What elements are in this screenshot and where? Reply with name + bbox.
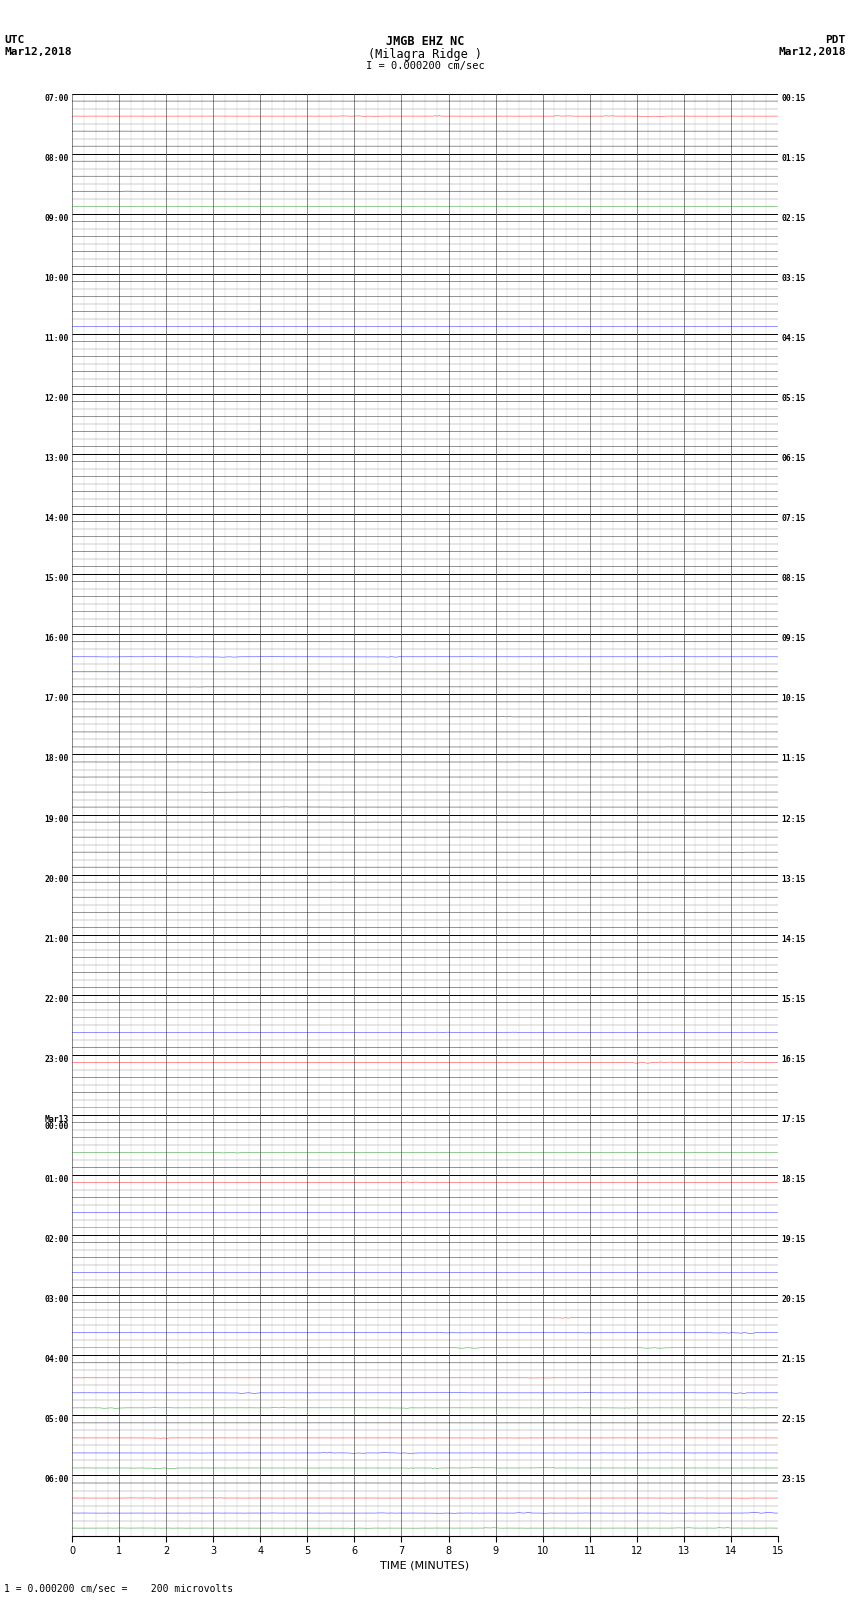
Text: 06:15: 06:15 (781, 455, 806, 463)
Text: Mar13: Mar13 (44, 1115, 69, 1124)
Text: 18:00: 18:00 (44, 755, 69, 763)
Text: 09:00: 09:00 (44, 215, 69, 223)
Text: 03:15: 03:15 (781, 274, 806, 282)
X-axis label: TIME (MINUTES): TIME (MINUTES) (381, 1560, 469, 1569)
Text: 13:00: 13:00 (44, 455, 69, 463)
Text: 13:15: 13:15 (781, 874, 806, 884)
Text: 09:15: 09:15 (781, 634, 806, 644)
Text: 07:15: 07:15 (781, 515, 806, 523)
Text: 10:00: 10:00 (44, 274, 69, 282)
Text: 01:00: 01:00 (44, 1174, 69, 1184)
Text: Mar12,2018: Mar12,2018 (4, 47, 71, 56)
Text: 22:00: 22:00 (44, 995, 69, 1003)
Text: 15:00: 15:00 (44, 574, 69, 584)
Text: 21:15: 21:15 (781, 1355, 806, 1365)
Text: 04:15: 04:15 (781, 334, 806, 344)
Text: I = 0.000200 cm/sec: I = 0.000200 cm/sec (366, 61, 484, 71)
Text: 02:00: 02:00 (44, 1236, 69, 1244)
Text: JMGB EHZ NC: JMGB EHZ NC (386, 35, 464, 48)
Text: 00:00: 00:00 (44, 1123, 69, 1131)
Text: 05:15: 05:15 (781, 394, 806, 403)
Text: 19:15: 19:15 (781, 1236, 806, 1244)
Text: 05:00: 05:00 (44, 1416, 69, 1424)
Text: 04:00: 04:00 (44, 1355, 69, 1365)
Text: 12:15: 12:15 (781, 815, 806, 824)
Text: 23:15: 23:15 (781, 1476, 806, 1484)
Text: PDT: PDT (825, 35, 846, 45)
Text: 02:15: 02:15 (781, 215, 806, 223)
Text: 17:00: 17:00 (44, 695, 69, 703)
Text: 19:00: 19:00 (44, 815, 69, 824)
Text: 16:15: 16:15 (781, 1055, 806, 1065)
Text: 21:00: 21:00 (44, 936, 69, 944)
Text: 22:15: 22:15 (781, 1416, 806, 1424)
Text: 11:00: 11:00 (44, 334, 69, 344)
Text: 10:15: 10:15 (781, 695, 806, 703)
Text: 08:15: 08:15 (781, 574, 806, 584)
Text: 20:15: 20:15 (781, 1295, 806, 1305)
Text: 14:00: 14:00 (44, 515, 69, 523)
Text: 08:00: 08:00 (44, 153, 69, 163)
Text: 23:00: 23:00 (44, 1055, 69, 1065)
Text: 17:15: 17:15 (781, 1115, 806, 1124)
Text: 07:00: 07:00 (44, 94, 69, 103)
Text: 11:15: 11:15 (781, 755, 806, 763)
Text: 15:15: 15:15 (781, 995, 806, 1003)
Text: 01:15: 01:15 (781, 153, 806, 163)
Text: 06:00: 06:00 (44, 1476, 69, 1484)
Text: Mar12,2018: Mar12,2018 (779, 47, 846, 56)
Text: 18:15: 18:15 (781, 1174, 806, 1184)
Text: 00:15: 00:15 (781, 94, 806, 103)
Text: (Milagra Ridge ): (Milagra Ridge ) (368, 48, 482, 61)
Text: UTC: UTC (4, 35, 25, 45)
Text: 20:00: 20:00 (44, 874, 69, 884)
Text: 14:15: 14:15 (781, 936, 806, 944)
Text: 16:00: 16:00 (44, 634, 69, 644)
Text: 12:00: 12:00 (44, 394, 69, 403)
Text: 1 = 0.000200 cm/sec =    200 microvolts: 1 = 0.000200 cm/sec = 200 microvolts (4, 1584, 234, 1594)
Text: 03:00: 03:00 (44, 1295, 69, 1305)
